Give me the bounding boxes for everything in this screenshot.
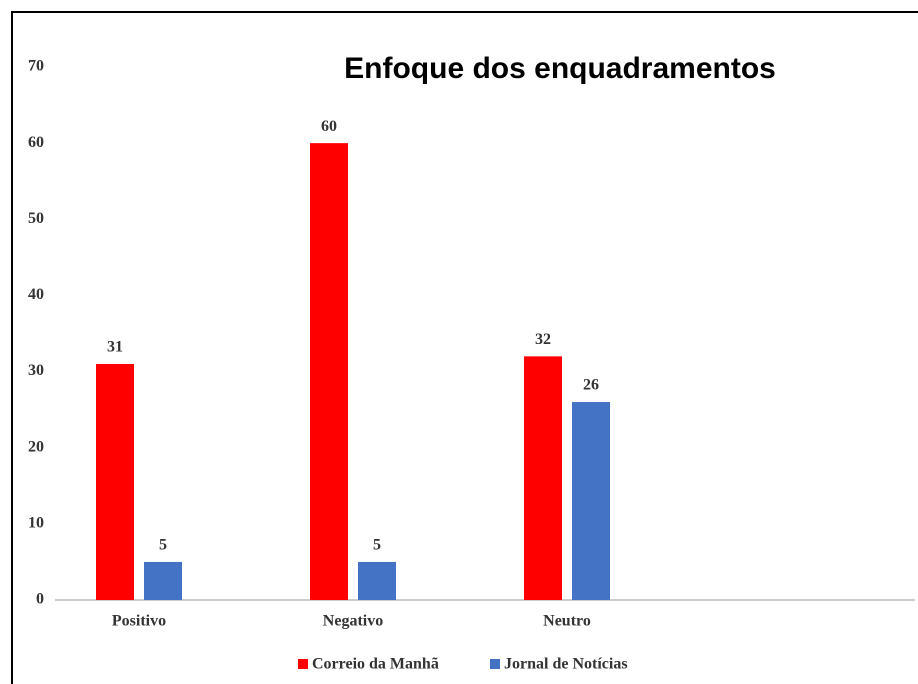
- data-label: 32: [535, 331, 551, 348]
- chart-title: Enfoque dos enquadramentos: [344, 52, 776, 85]
- x-tick-label: Positivo: [112, 613, 166, 630]
- bar: [96, 363, 134, 600]
- x-tick-label: Neutro: [543, 613, 591, 630]
- data-label: 60: [321, 118, 337, 135]
- y-tick-label: 10: [28, 515, 44, 532]
- bar: [572, 402, 610, 600]
- bar: [358, 561, 396, 600]
- data-label: 31: [107, 339, 123, 356]
- legend-label: Jornal de Notícias: [504, 656, 628, 673]
- legend-swatch: [490, 659, 500, 669]
- bar: [524, 356, 562, 600]
- data-label: 5: [159, 537, 167, 554]
- data-label: 5: [373, 537, 381, 554]
- y-tick-label: 0: [36, 591, 44, 608]
- y-tick-label: 20: [28, 438, 44, 455]
- bar: [310, 143, 348, 600]
- frame: [11, 11, 918, 684]
- data-label: 26: [583, 377, 599, 394]
- y-tick-label: 50: [28, 210, 44, 227]
- y-tick-label: 70: [28, 58, 44, 75]
- legend-swatch: [298, 659, 308, 669]
- legend-label: Correio da Manhã: [312, 656, 439, 673]
- x-tick-label: Negativo: [323, 613, 383, 630]
- y-tick-label: 30: [28, 362, 44, 379]
- y-tick-label: 40: [28, 286, 44, 303]
- y-tick-label: 60: [28, 134, 44, 151]
- bar: [144, 561, 182, 600]
